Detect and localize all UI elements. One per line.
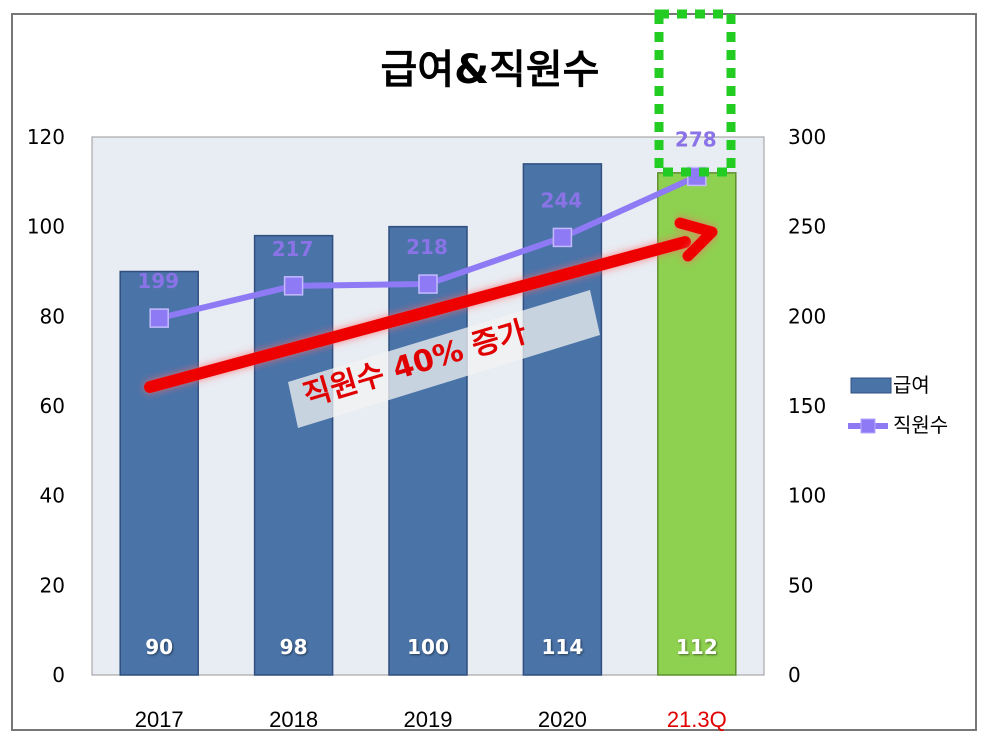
y-right-tick-label: 0	[788, 663, 801, 687]
line-point-label: 218	[406, 235, 448, 259]
bar-value-label: 100	[407, 635, 449, 659]
bar	[119, 270, 199, 676]
x-tick-label: 2018	[269, 707, 318, 732]
line-point-marker	[283, 276, 304, 296]
x-tick-label: 2019	[404, 707, 453, 732]
y-right-axis: 0 50 100 150 200 250 300	[788, 125, 826, 687]
line-point-label: 278	[675, 127, 717, 151]
bar-value-label: 114	[542, 635, 584, 659]
y-left-tick-label: 0	[52, 663, 65, 687]
x-tick-label: 2017	[135, 707, 184, 732]
y-right-tick-label: 150	[788, 394, 826, 418]
legend-label-line: 직원수	[893, 413, 948, 437]
bar	[388, 225, 468, 676]
bar	[253, 234, 334, 676]
legend-swatch-marker	[860, 418, 876, 434]
y-left-tick-label: 100	[27, 215, 65, 239]
x-axis: 2017 2018 2019 2020 21.3Q	[135, 707, 727, 732]
bar-value-label: 112	[676, 635, 718, 659]
y-right-tick-label: 50	[788, 573, 813, 597]
y-left-tick-label: 40	[40, 484, 65, 508]
y-left-axis: 0 20 40 60 80 100 120	[27, 125, 65, 687]
highlight-box	[654, 9, 736, 177]
y-left-tick-label: 60	[40, 394, 65, 418]
chart-title: 급여&직원수	[381, 47, 600, 93]
bar-value-label: 90	[145, 635, 173, 659]
y-right-tick-label: 100	[788, 484, 826, 508]
line-point-marker	[552, 227, 573, 248]
bar-value-label: 98	[280, 635, 308, 659]
y-left-tick-label: 120	[27, 125, 65, 149]
y-right-tick-label: 250	[788, 215, 826, 239]
line-point-label: 217	[272, 237, 314, 261]
line-series: 199 217 218 244 278	[137, 127, 717, 328]
y-right-tick-label: 300	[788, 125, 826, 149]
annotation-label-band	[288, 290, 600, 428]
legend-swatch-bar	[850, 377, 892, 394]
growth-arrow-head	[674, 217, 718, 262]
x-tick-label: 2020	[538, 707, 587, 732]
y-left-tick-label: 20	[40, 573, 65, 597]
x-tick-label: 21.3Q	[667, 707, 727, 732]
legend: 급여 직원수	[848, 373, 948, 437]
legend-label-bar: 급여	[893, 373, 930, 397]
line-point-marker	[149, 308, 169, 328]
y-right-tick-label: 200	[788, 304, 826, 328]
line-point-label: 199	[137, 269, 179, 293]
growth-arrow-shaft	[144, 236, 691, 393]
y-left-tick-label: 80	[40, 304, 65, 328]
line-point-label: 244	[541, 188, 583, 212]
line-point-marker	[418, 274, 438, 294]
bar	[657, 172, 737, 676]
